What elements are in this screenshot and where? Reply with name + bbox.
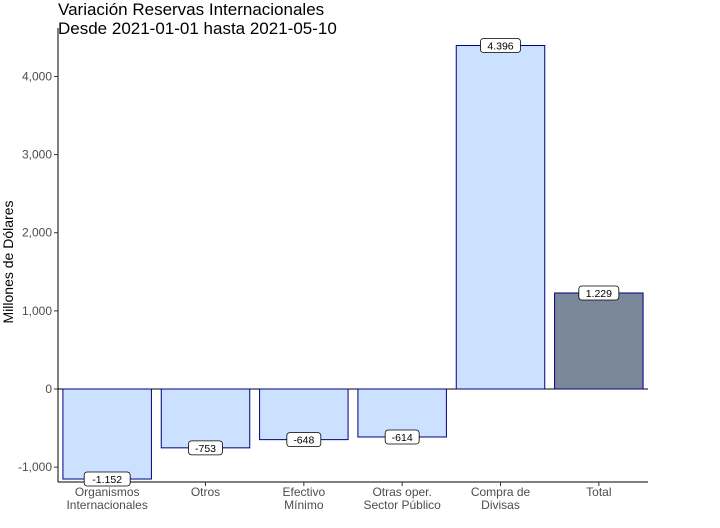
data-label-box	[286, 432, 322, 448]
y-tick-label: 2,000	[22, 226, 52, 240]
y-tick-label: 3,000	[22, 148, 52, 162]
data-label-box	[83, 471, 131, 487]
data-label-text: 4.396	[487, 41, 513, 53]
data-label: -648	[286, 432, 322, 448]
x-tick-label: Efectivo Mínimo	[282, 485, 325, 512]
data-label-text: 1.229	[586, 288, 612, 300]
bar	[455, 45, 546, 390]
data-label: 1.229	[578, 285, 620, 301]
bar	[554, 292, 644, 390]
data-label-text: -614	[392, 432, 413, 444]
y-tick-label: 4,000	[22, 69, 52, 83]
x-tick-label: Compra de Divisas	[471, 485, 531, 512]
data-label-box	[480, 38, 521, 53]
bars	[62, 45, 644, 480]
y-tick-label: -1,000	[18, 460, 52, 474]
data-label: -753	[188, 440, 223, 456]
data-label-box	[578, 285, 620, 301]
data-labels: -1.152 -753 -648 -614 4.396 1.229	[83, 38, 620, 487]
chart-title: Variación Reservas Internacionales Desde…	[58, 0, 337, 38]
x-tick-label: Otras oper. Sector Público	[363, 485, 441, 512]
data-label-box	[188, 440, 223, 456]
data-label: -614	[384, 429, 420, 445]
data-label: -1.152	[83, 471, 131, 487]
subtitle-line: Desde 2021-01-01 hasta 2021-05-10	[58, 19, 337, 38]
x-tick-label: Total	[586, 485, 611, 499]
title-line: Variación Reservas Internacionales	[58, 0, 325, 19]
y-axis-label: Millones de Dólares	[0, 201, 16, 324]
data-label-text: -753	[195, 443, 216, 455]
x-tick-label: Organismos Internacionales	[66, 485, 147, 512]
bar	[357, 388, 447, 438]
axes: -1,000 0 1,000 2,000 3,000 4,000 Organismos Int…	[18, 28, 648, 512]
data-label-text: -1.152	[92, 474, 122, 486]
data-label-box	[384, 429, 420, 445]
data-label: 4.396	[480, 38, 521, 53]
bar	[62, 388, 152, 480]
bar	[259, 388, 349, 441]
data-label-text: -648	[293, 435, 314, 447]
bar	[160, 388, 251, 449]
y-tick-label: 0	[45, 382, 52, 396]
x-tick-label: Otros	[191, 485, 220, 499]
y-tick-label: 1,000	[22, 304, 52, 318]
